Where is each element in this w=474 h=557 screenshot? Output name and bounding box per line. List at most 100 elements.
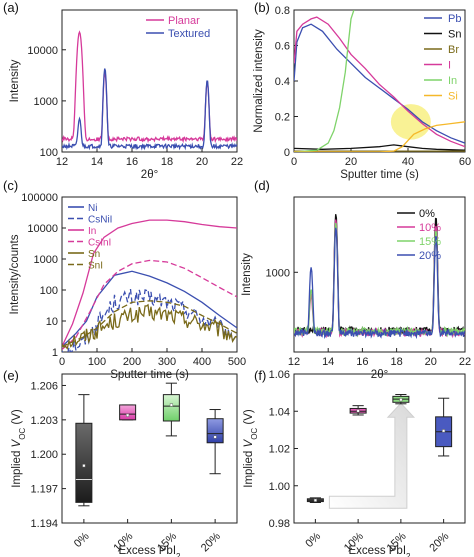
y-tick-label: 100000 bbox=[21, 192, 58, 204]
series-line-csini bbox=[62, 259, 237, 350]
box-10pct bbox=[349, 405, 367, 416]
x-axis-label: Excess PbI2 bbox=[349, 545, 412, 557]
x-tick-label: 20 bbox=[345, 156, 357, 168]
x-tick-label: 20 bbox=[196, 156, 208, 168]
x-tick-label: 100 bbox=[88, 356, 106, 368]
x-tick-label: 60 bbox=[459, 156, 471, 168]
y-tick-label: 0.2 bbox=[275, 112, 290, 124]
y-axis-label: Implied VOC (V) bbox=[243, 409, 259, 488]
y-tick-label: 0.98 bbox=[269, 518, 290, 530]
series-line-in bbox=[294, 10, 355, 152]
x-axis-label: 2θ° bbox=[371, 369, 388, 381]
x-tick-label: 0% bbox=[72, 530, 92, 550]
legend-label: CsNiI bbox=[88, 215, 112, 226]
x-tick-label: 18 bbox=[390, 356, 402, 368]
legend-label: Pb bbox=[448, 13, 461, 25]
series-line-sn bbox=[294, 144, 465, 151]
box-body bbox=[162, 394, 180, 422]
y-tick-label: 0 bbox=[284, 147, 290, 159]
panel-d: (d) 12 14 16 18 20 22 1000 2θ° Intensity 0% 10% 15% 2… bbox=[241, 178, 471, 381]
subscript: 2 bbox=[406, 552, 411, 557]
y-tick-label: 100 bbox=[40, 147, 58, 159]
y-tick-label: 0.4 bbox=[275, 76, 290, 88]
legend-label: Planar bbox=[168, 15, 200, 27]
x-tick-label: 300 bbox=[158, 356, 176, 368]
y-tick-label: 1.203 bbox=[30, 415, 58, 427]
x-tick-label: 16 bbox=[356, 356, 368, 368]
v-symbol: V bbox=[11, 438, 23, 447]
plot-frame bbox=[61, 373, 238, 524]
highlight-ellipse bbox=[390, 104, 431, 140]
legend-label: Sn bbox=[448, 29, 461, 41]
v-symbol: V bbox=[243, 438, 255, 447]
x-axis-label: Sputter time (s) bbox=[340, 169, 419, 181]
series-line-sni bbox=[62, 300, 237, 348]
mean-marker bbox=[356, 409, 360, 413]
legend-label: Br bbox=[448, 44, 459, 56]
y-tick-label: 0.6 bbox=[275, 41, 290, 53]
y-axis-label: Intensity bbox=[241, 253, 253, 296]
legend-label: Sn bbox=[88, 249, 100, 260]
panel-label: (f) bbox=[254, 368, 266, 383]
series-line-textured bbox=[62, 68, 237, 151]
box-body bbox=[206, 418, 224, 444]
plot-frame bbox=[293, 196, 466, 353]
y-tick-label: 1000 bbox=[34, 96, 58, 108]
series-line-si bbox=[294, 121, 465, 152]
x-tick-label: 22 bbox=[231, 156, 243, 168]
x-tick-label: 12 bbox=[288, 356, 300, 368]
box-15pct bbox=[162, 382, 180, 437]
legend-label: 10% bbox=[419, 222, 441, 234]
mean-marker bbox=[313, 498, 317, 502]
series-line-ni bbox=[62, 270, 237, 347]
x-tick-label: 12 bbox=[56, 156, 68, 168]
series-line-sn bbox=[62, 303, 237, 350]
x-tick-label: 400 bbox=[193, 356, 211, 368]
x-tick-label: 18 bbox=[161, 156, 173, 168]
y-tick-label: 100 bbox=[40, 285, 58, 297]
x-axis-label: Sputter time (s) bbox=[110, 369, 189, 381]
panel-label: (e) bbox=[3, 368, 19, 383]
legend-label: Ni bbox=[88, 203, 97, 214]
y-tick-label: 1.194 bbox=[30, 518, 58, 530]
y-tick-label: 1.00 bbox=[269, 481, 290, 493]
box-0pct bbox=[306, 497, 324, 504]
series-line-csnii bbox=[62, 288, 237, 352]
legend-label: CsInI bbox=[88, 238, 111, 249]
series-group bbox=[294, 214, 465, 340]
box-0pct bbox=[75, 394, 93, 507]
x-axis-label: 2θ° bbox=[141, 169, 158, 181]
series-line-planar bbox=[62, 30, 237, 144]
y-tick-label: 1.02 bbox=[269, 444, 290, 456]
mean-marker bbox=[442, 429, 446, 433]
y-axis-label: Intensity/counts bbox=[9, 234, 21, 314]
panel-a: (a) 12 14 16 18 20 22 100 1000 10000 2θ° Intensity P… bbox=[3, 0, 243, 181]
box-body bbox=[119, 404, 137, 421]
legend-label: Textured bbox=[168, 28, 210, 40]
box-15pct bbox=[392, 393, 410, 405]
y-tick-label: 1000 bbox=[266, 267, 290, 279]
x-tick-label: 40 bbox=[402, 156, 414, 168]
x-tick-label: 14 bbox=[91, 156, 103, 168]
mean-marker bbox=[82, 464, 86, 468]
mean-marker bbox=[399, 398, 403, 402]
y-axis-label: Intensity bbox=[9, 59, 21, 102]
x-tick-label: 200 bbox=[123, 356, 141, 368]
y-tick-label: 1000 bbox=[34, 254, 58, 266]
y-tick-label: 10000 bbox=[27, 223, 58, 235]
panel-b: (b) 0 20 40 60 0 0.2 0.4 0.6 0.8 Sputter time (s) N… bbox=[253, 0, 471, 181]
y-tick-label: 1.04 bbox=[269, 406, 290, 418]
panel-f: (f)0.981.001.021.041.060% 10% 15% 20%Excess… bbox=[243, 368, 466, 557]
panel-label: (d) bbox=[254, 178, 270, 193]
series-group bbox=[294, 10, 465, 152]
y-tick-label: 10000 bbox=[27, 45, 58, 57]
series-line-in bbox=[62, 219, 237, 347]
legend-label: 15% bbox=[419, 236, 441, 248]
series-line-pb bbox=[294, 23, 465, 144]
legend-label: Si bbox=[448, 91, 458, 103]
y-axis-label: Implied VOC (V) bbox=[11, 409, 27, 488]
series-group bbox=[62, 30, 237, 151]
x-tick-label: 0% bbox=[303, 530, 323, 550]
y-tick-label: 10 bbox=[46, 316, 58, 328]
